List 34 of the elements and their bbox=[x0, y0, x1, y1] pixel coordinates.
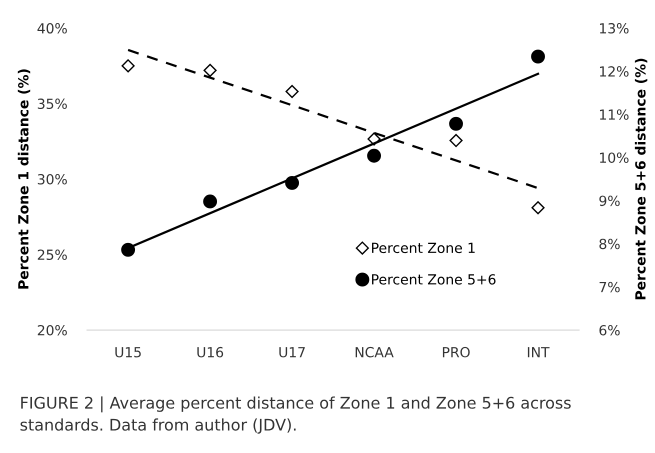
y2-tick-label: 9% bbox=[599, 196, 620, 206]
point bbox=[449, 134, 463, 148]
y2-tick-label: 11% bbox=[600, 109, 629, 120]
y2-axis-title: Percent Zone 5+6 distance (%) bbox=[634, 58, 648, 300]
y-axis-title: Percent Zone 1 distance (%) bbox=[18, 69, 30, 289]
y2-tick-label: 12% bbox=[600, 66, 629, 77]
y-tick-label: 20% bbox=[38, 324, 67, 336]
point bbox=[531, 50, 545, 64]
y-tick-label: 25% bbox=[38, 250, 67, 260]
point bbox=[204, 64, 217, 77]
legend-label: Percent Zone 1 bbox=[372, 242, 475, 254]
point bbox=[285, 84, 299, 98]
point bbox=[449, 116, 463, 131]
y2-tick-label: 10% bbox=[600, 152, 629, 163]
y-tick-label: 30% bbox=[38, 174, 67, 185]
y2-tick-label: 7% bbox=[600, 282, 620, 292]
x-tick-label: U15 bbox=[115, 347, 141, 358]
y-tick-label: 40% bbox=[37, 23, 67, 34]
caption: FIGURE 2 | Average percent distance of Zone 1 and Zone 5+6 across standards. Data from author (JDV). bbox=[20, 396, 571, 434]
x-tick-label: U17 bbox=[279, 347, 305, 358]
x-tick-label: INT bbox=[528, 347, 550, 358]
y2-tick-label: 8% bbox=[599, 238, 620, 250]
point bbox=[367, 148, 382, 163]
point bbox=[121, 242, 136, 257]
y2-tick-label: 6% bbox=[599, 324, 620, 336]
x-tick-label: NCAA bbox=[356, 346, 394, 358]
x-tick-label: PRO bbox=[442, 346, 470, 358]
point bbox=[122, 59, 135, 72]
x-tick-label: U16 bbox=[197, 346, 224, 358]
point bbox=[203, 194, 218, 208]
y2-tick-label: 13% bbox=[600, 23, 629, 34]
y-tick-label: 35% bbox=[38, 98, 67, 110]
point bbox=[531, 201, 545, 214]
legend-label: Percent Zone 5+6 bbox=[372, 274, 496, 285]
